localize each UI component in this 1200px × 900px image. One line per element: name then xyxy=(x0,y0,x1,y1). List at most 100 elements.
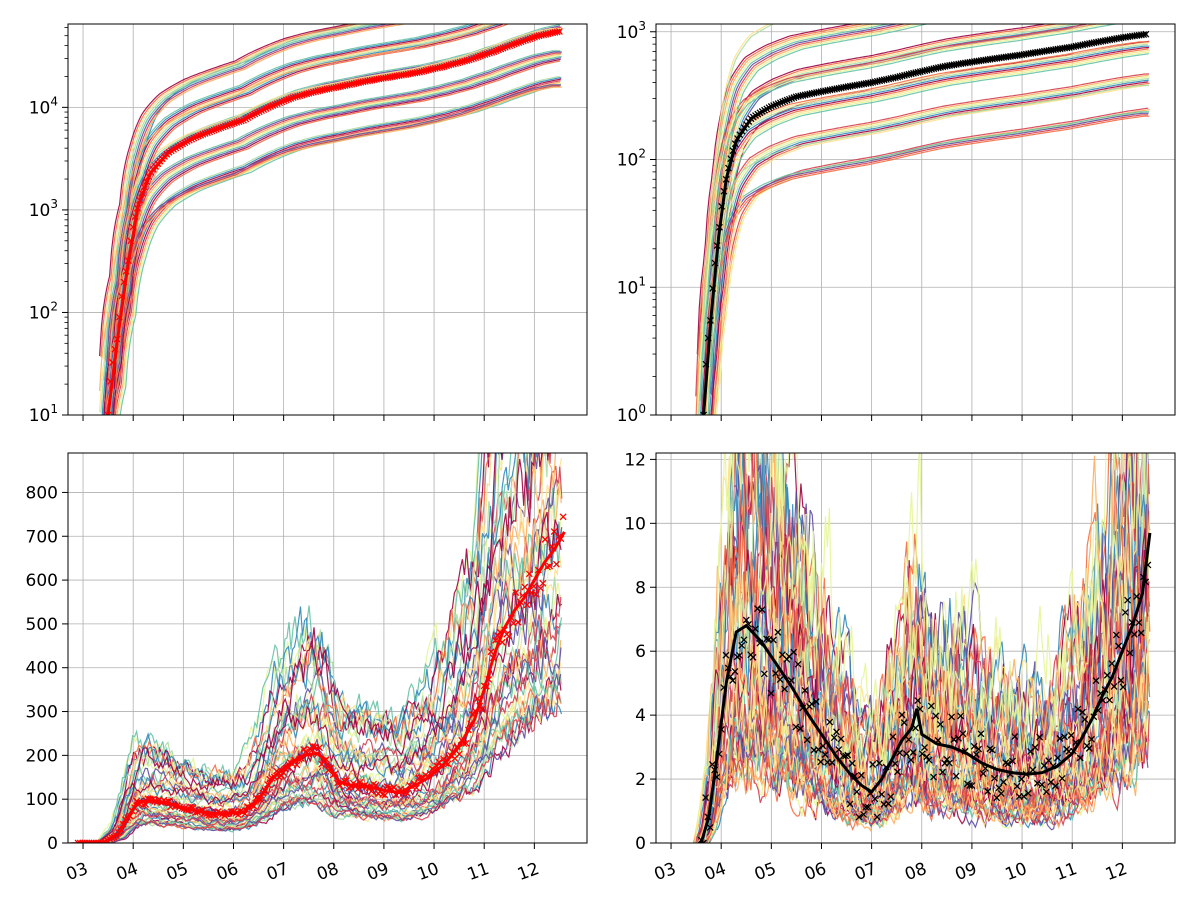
background-series-line xyxy=(112,24,501,388)
background-series-line xyxy=(104,24,476,382)
highlight-marker xyxy=(704,334,712,342)
highlight-series xyxy=(74,513,567,843)
highlight-series-line xyxy=(699,532,1152,843)
background-series-line xyxy=(703,114,1149,415)
highlight-marker xyxy=(979,770,987,778)
background-series-line xyxy=(698,24,866,356)
background-series-line xyxy=(105,85,561,415)
highlight-marker xyxy=(119,820,127,828)
background-series-line xyxy=(75,453,490,843)
highlight-marker xyxy=(711,259,719,267)
highlight-marker xyxy=(287,94,295,102)
highlight-marker xyxy=(763,635,771,643)
highlight-marker xyxy=(1031,743,1039,751)
background-series-line xyxy=(698,24,1109,400)
highlight-marker xyxy=(912,724,919,732)
background-series-line xyxy=(69,596,562,843)
highlight-marker xyxy=(887,793,895,801)
highlight-marker xyxy=(304,750,312,758)
highlight-marker xyxy=(264,780,272,788)
highlight-marker xyxy=(790,648,798,656)
highlight-marker xyxy=(857,771,865,779)
highlight-marker xyxy=(905,736,913,744)
highlight-marker xyxy=(1036,733,1044,741)
background-series-line xyxy=(107,24,400,363)
background-series-line xyxy=(711,24,1099,396)
highlight-marker xyxy=(717,725,725,733)
highlight-marker xyxy=(945,759,953,767)
highlight-marker xyxy=(1121,609,1129,616)
highlight-marker xyxy=(781,685,789,693)
highlight-marker xyxy=(727,155,735,163)
background-series-line xyxy=(696,24,1100,398)
highlight-marker xyxy=(749,653,757,661)
background-series-line xyxy=(707,605,1150,843)
y-axis: 101 102 103 104 xyxy=(29,27,68,426)
highlight-marker xyxy=(365,784,373,792)
highlight-marker xyxy=(546,562,554,570)
highlight-marker xyxy=(187,803,195,811)
background-series-line xyxy=(695,644,1151,843)
highlight-marker xyxy=(758,606,766,614)
highlight-marker xyxy=(138,189,146,197)
y-tick-label: 0 xyxy=(635,834,646,854)
background-series-line xyxy=(706,51,1150,415)
highlight-marker xyxy=(1126,649,1134,657)
highlight-marker xyxy=(541,535,549,543)
highlight-marker xyxy=(115,313,123,321)
highlight-marker xyxy=(724,664,732,672)
highlight-marker xyxy=(873,813,881,821)
highlight-marker xyxy=(113,335,121,343)
y-tick-label: 103 xyxy=(29,197,58,221)
highlight-marker xyxy=(907,756,915,764)
highlight-marker xyxy=(1079,708,1086,716)
background-series-line xyxy=(103,51,562,415)
highlight-marker xyxy=(410,780,418,788)
highlight-marker xyxy=(1072,739,1080,746)
highlight-marker xyxy=(552,560,560,568)
highlight-marker xyxy=(237,117,245,125)
highlight-marker xyxy=(465,56,473,64)
background-series-line xyxy=(704,115,1150,415)
highlight-marker xyxy=(212,125,220,133)
highlight-marker xyxy=(532,590,540,598)
highlight-marker xyxy=(226,121,234,129)
y-tick-label: 600 xyxy=(26,571,58,591)
x-tick-label: 09 xyxy=(952,859,979,885)
highlight-marker xyxy=(392,791,400,799)
highlight-marker xyxy=(478,705,486,713)
x-tick-label: 04 xyxy=(702,859,729,885)
highlight-marker xyxy=(210,126,218,134)
highlight-marker xyxy=(522,36,530,44)
background-series-line xyxy=(706,24,1072,391)
highlight-marker xyxy=(1070,747,1077,755)
highlight-marker xyxy=(122,267,130,275)
highlight-marker xyxy=(909,748,917,756)
x-tick-label: 11 xyxy=(465,859,492,885)
highlight-marker xyxy=(372,781,380,789)
highlight-marker xyxy=(1092,677,1100,685)
highlight-marker xyxy=(1000,778,1007,786)
background-series-line xyxy=(115,24,510,390)
highlight-marker xyxy=(833,728,840,736)
background-series-line xyxy=(106,24,392,362)
highlight-marker xyxy=(182,806,190,814)
background-series-line xyxy=(692,453,1131,843)
highlight-marker xyxy=(482,682,490,690)
highlight-marker xyxy=(209,811,217,819)
highlight-marker xyxy=(736,131,744,139)
highlight-marker xyxy=(379,791,387,798)
highlight-marker xyxy=(959,730,967,738)
highlight-marker xyxy=(343,777,351,785)
highlight-marker xyxy=(1022,770,1030,778)
y-tick-label: 102 xyxy=(29,299,58,323)
highlight-marker xyxy=(340,777,348,785)
highlight-marker xyxy=(1042,788,1050,796)
background-series-line xyxy=(701,47,1149,415)
background-series-line xyxy=(707,53,1149,415)
highlight-marker xyxy=(1009,757,1016,765)
highlight-marker xyxy=(331,770,339,778)
highlight-marker xyxy=(1004,760,1012,768)
highlight-marker xyxy=(228,808,235,816)
background-series-line xyxy=(109,76,561,415)
